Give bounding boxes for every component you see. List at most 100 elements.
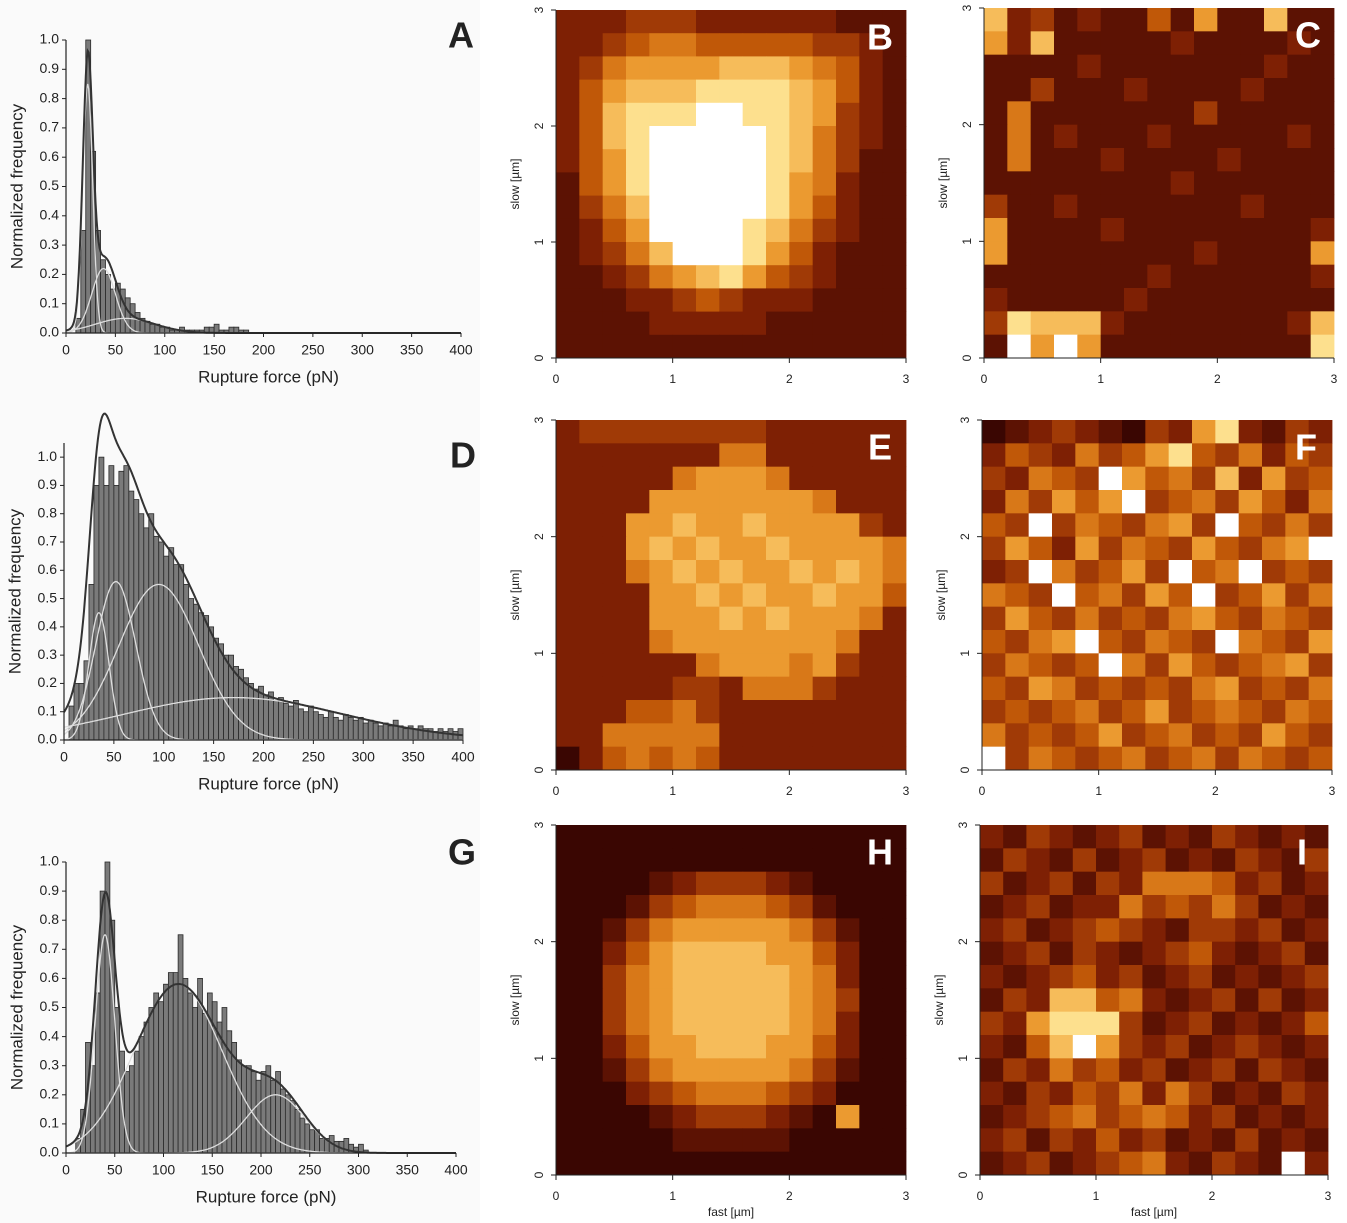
y-tick-label: 0.2 bbox=[40, 1086, 60, 1102]
heatmap-cell bbox=[1217, 78, 1242, 102]
panel-letter: C bbox=[1295, 15, 1321, 56]
heatmap-cell bbox=[602, 560, 627, 584]
heatmap-cell bbox=[1194, 31, 1218, 56]
heatmap-cell bbox=[1240, 148, 1265, 172]
heatmap-cell bbox=[1217, 171, 1242, 196]
heatmap-cell bbox=[1075, 630, 1100, 654]
heatmap-cell bbox=[742, 195, 767, 220]
heatmap-cell bbox=[579, 723, 604, 748]
heatmap-cell bbox=[1285, 700, 1310, 724]
heatmap-cell bbox=[859, 1058, 884, 1083]
heatmap-cell bbox=[1007, 124, 1032, 149]
heatmap-cell bbox=[742, 311, 767, 336]
heatmap-cell bbox=[1215, 443, 1240, 468]
bar bbox=[143, 1021, 150, 1154]
heatmap-cell bbox=[836, 242, 860, 266]
heatmap-cell bbox=[836, 420, 860, 444]
heatmap-cell bbox=[1124, 54, 1148, 79]
heatmap-cell bbox=[859, 265, 884, 289]
heatmap-cell bbox=[1030, 78, 1055, 102]
heatmap-cell bbox=[766, 965, 790, 989]
heatmap-cell bbox=[1165, 1128, 1190, 1153]
heatmap-cell bbox=[719, 195, 744, 220]
heatmap-cell bbox=[742, 653, 767, 678]
heatmap-cell bbox=[882, 746, 907, 771]
heatmap-cell bbox=[836, 1081, 860, 1106]
heatmap-cell bbox=[812, 630, 837, 654]
heatmap-cell bbox=[789, 126, 814, 150]
heatmap-cell bbox=[882, 918, 907, 943]
heatmap-cell bbox=[1119, 941, 1143, 966]
heatmap-cell bbox=[1072, 1105, 1097, 1129]
heatmap-cell bbox=[1304, 1035, 1329, 1059]
heatmap-cell bbox=[1262, 653, 1286, 678]
heatmap-cell bbox=[1285, 420, 1310, 444]
heatmap-cell bbox=[1262, 700, 1286, 724]
x-tick-label: 2 bbox=[1209, 1189, 1216, 1203]
heatmap-cell bbox=[719, 630, 744, 654]
heatmap-cell bbox=[742, 1058, 767, 1083]
heatmap-cell bbox=[1281, 895, 1306, 919]
heatmap-cell bbox=[1212, 988, 1236, 1013]
heatmap-cell bbox=[1142, 895, 1166, 919]
heatmap-cell bbox=[1007, 194, 1032, 219]
heatmap-cell bbox=[1217, 311, 1242, 336]
y-tick-label: 0 bbox=[532, 1171, 546, 1178]
heatmap-cell bbox=[859, 56, 884, 80]
heatmap-cell bbox=[1168, 443, 1193, 468]
heatmap-cell bbox=[1030, 148, 1055, 172]
heatmap-cell bbox=[1264, 171, 1288, 196]
heatmap-cell bbox=[984, 31, 1008, 56]
heatmap-cell bbox=[1147, 218, 1172, 242]
heatmap-cell bbox=[1240, 101, 1265, 126]
heatmap-cell bbox=[579, 653, 604, 678]
heatmap-cell bbox=[1145, 676, 1170, 701]
bar bbox=[105, 273, 111, 334]
heatmap-cell bbox=[859, 723, 884, 748]
heatmap-cell bbox=[1145, 536, 1170, 561]
heatmap-cell bbox=[672, 653, 697, 678]
heatmap-cell bbox=[696, 965, 720, 989]
heatmap-cell bbox=[1147, 171, 1172, 196]
heatmap-cell bbox=[812, 700, 837, 724]
heatmap-cell bbox=[649, 242, 674, 266]
heatmap-cell bbox=[626, 723, 650, 748]
heatmap-cell bbox=[882, 700, 907, 724]
heatmap-cell bbox=[982, 560, 1006, 584]
heatmap-cell bbox=[836, 1128, 860, 1153]
heatmap-cell bbox=[812, 871, 837, 896]
heatmap-cell bbox=[626, 443, 650, 468]
heatmap-cell bbox=[742, 334, 767, 359]
heatmap-cell bbox=[882, 33, 907, 57]
heatmap-cell bbox=[1075, 513, 1100, 538]
y-axis-title: Normalized frequency bbox=[5, 508, 24, 674]
heatmap-cell bbox=[1170, 54, 1195, 79]
heatmap-cell bbox=[672, 825, 697, 849]
heatmap-cell bbox=[579, 630, 604, 654]
x-axis-title: Rupture force (pN) bbox=[198, 774, 339, 793]
heatmap-cell bbox=[1142, 965, 1166, 989]
heatmap-cell bbox=[1258, 1081, 1282, 1106]
heatmap-cell bbox=[719, 1035, 744, 1059]
heatmap-cell bbox=[1007, 311, 1032, 336]
heatmap-cell bbox=[1192, 653, 1216, 678]
heatmap-cell bbox=[602, 334, 627, 359]
heatmap-cell bbox=[882, 126, 907, 150]
heatmap-cell bbox=[1124, 31, 1148, 56]
heatmap-cell bbox=[742, 443, 767, 468]
heatmap-cell bbox=[1240, 288, 1265, 312]
heatmap-cell bbox=[1028, 723, 1053, 748]
heatmap-cell bbox=[579, 848, 604, 873]
heatmap-cell bbox=[812, 1128, 837, 1153]
x-tick-label: 1 bbox=[1097, 372, 1104, 386]
heatmap-cell bbox=[1054, 8, 1078, 32]
heatmap-cell bbox=[1310, 334, 1335, 359]
heatmap-cell bbox=[1304, 988, 1329, 1013]
x-tick-label: 2 bbox=[1212, 784, 1219, 798]
heatmap-cell bbox=[742, 1035, 767, 1059]
heatmap-cell bbox=[742, 723, 767, 748]
heatmap-cell bbox=[602, 871, 627, 896]
heatmap-cell bbox=[1258, 825, 1282, 849]
bar bbox=[153, 535, 160, 741]
heatmap-cell bbox=[789, 334, 814, 359]
